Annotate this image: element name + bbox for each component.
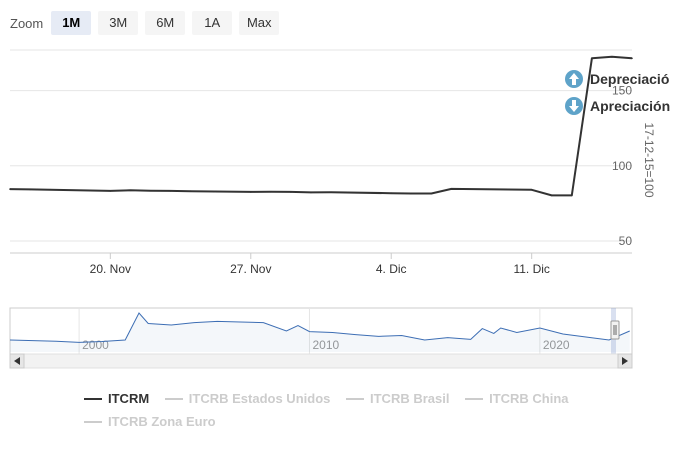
navigator-handle[interactable] (610, 320, 620, 340)
series-point (129, 189, 132, 192)
navigator-series (9, 312, 630, 352)
legend-swatch (346, 398, 364, 400)
series-point (410, 192, 413, 195)
legend-label: ITCRM (108, 391, 150, 406)
legend-item-itcrb-zona-euro[interactable]: ITCRB Zona Euro (84, 412, 216, 432)
x-tick-label: 20. Nov (90, 262, 131, 276)
legend-swatch (164, 398, 183, 400)
x-tick-label: 11. Dic (513, 262, 549, 276)
series-point (571, 194, 573, 197)
legend-item-itcrb-china[interactable]: ITCRB China (465, 389, 569, 409)
legend: ITCRM ITCRB Estados Unidos ITCRB Brasil … (84, 386, 644, 432)
y-axis-label: 17-12-15=100 (642, 122, 656, 197)
series-point (29, 188, 31, 191)
series-point (189, 190, 192, 192)
series-point (550, 194, 553, 197)
zoom-max-button[interactable]: Max (239, 11, 280, 35)
zoom-label: Zoom (10, 15, 44, 31)
legend-swatch (84, 421, 102, 423)
series-point (149, 189, 152, 192)
series-line-itcrm (9, 55, 633, 197)
arrow-up-icon (569, 73, 579, 85)
series-layer (9, 55, 633, 197)
y-tick-labels: 50 100 150 (612, 84, 632, 248)
y-tick-label: 100 (612, 159, 632, 173)
series-point (591, 57, 593, 60)
zoom-bar: Zoom 1M 3M 6M 1A Max (10, 10, 286, 36)
legend-label: ITCRB China (489, 391, 569, 406)
navigator-year-label: 2010 (312, 338, 339, 352)
series-point (611, 55, 613, 58)
series-point (109, 190, 112, 192)
navigator-line (9, 312, 630, 343)
appreciation-label: Apreciación (590, 98, 670, 114)
depreciation-label: Depreciació (590, 71, 669, 87)
series-point (290, 191, 292, 193)
arrow-down-icon (569, 100, 579, 112)
zoom-1a-button[interactable]: 1A (192, 11, 233, 35)
zoom-6m-button[interactable]: 6M (145, 11, 186, 35)
series-point (330, 191, 332, 194)
legend-item-itcrm[interactable]: ITCRM (84, 389, 149, 409)
y-tick-label: 150 (612, 84, 632, 98)
series-point (49, 188, 51, 191)
series-point (9, 188, 11, 190)
x-tick-label: 4. Dic (376, 262, 407, 276)
scrollbar-track[interactable] (9, 353, 633, 369)
series-point (270, 190, 272, 193)
navigator-year-label: 2020 (543, 338, 570, 352)
series-point (390, 192, 393, 194)
legend-label: ITCRB Brasil (370, 391, 450, 406)
zoom-1m-button[interactable]: 1M (51, 11, 92, 35)
x-tick-labels: 20. Nov 27. Nov 4. Dic 11. Dic (90, 253, 550, 276)
x-tick-label: 27. Nov (230, 262, 271, 276)
series-point (530, 189, 533, 191)
series-point (310, 191, 312, 194)
y-tick-label: 50 (619, 234, 633, 248)
series-point (169, 190, 172, 192)
legend-item-itcrb-brasil[interactable]: ITCRB Brasil (346, 389, 449, 409)
scroll-right-arrow-icon (622, 357, 628, 365)
legend-item-itcrb-estados-unidos[interactable]: ITCRB Estados Unidos (164, 389, 331, 409)
legend-label: ITCRB Estados Unidos (188, 391, 331, 406)
series-point (430, 192, 433, 195)
appreciation-flag[interactable]: Apreciación (565, 97, 670, 115)
series-point (249, 191, 252, 193)
zoom-3m-button[interactable]: 3M (98, 11, 139, 35)
grid-lines (10, 49, 632, 254)
scroll-left-arrow-icon (14, 357, 20, 365)
depreciation-flag[interactable]: Depreciació (565, 70, 669, 88)
legend-swatch (84, 398, 102, 400)
legend-label: ITCRB Zona Euro (108, 414, 216, 429)
series-point (631, 57, 633, 60)
navigator-background (9, 307, 633, 355)
legend-swatch (465, 398, 484, 400)
series-point (450, 188, 453, 190)
